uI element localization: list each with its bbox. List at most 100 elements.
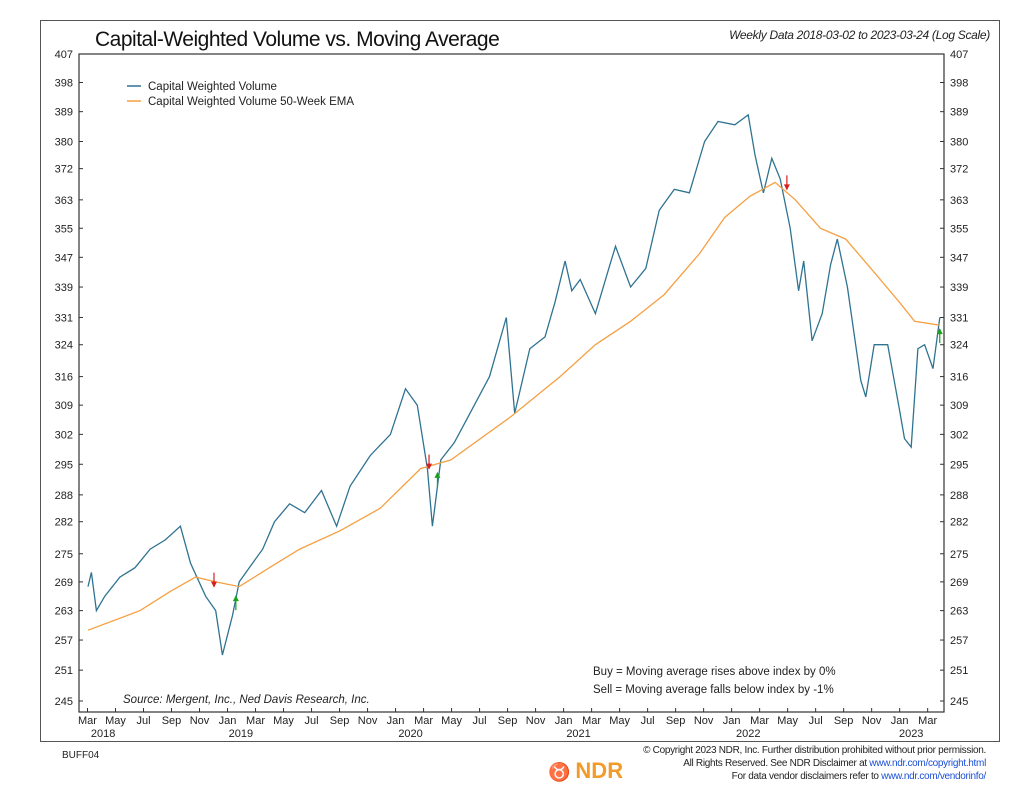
x-tick-label: May (609, 715, 630, 727)
buy-arrowhead-icon (434, 471, 441, 478)
y-tick-label-left: 257 (55, 635, 73, 647)
logo-text: NDR (575, 758, 624, 783)
x-tick-label: May (273, 715, 294, 727)
copyright-block: © Copyright 2023 NDR, Inc. Further distr… (643, 744, 986, 783)
y-tick-label-left: 331 (55, 312, 73, 324)
legend-label: Capital Weighted Volume (148, 81, 277, 93)
y-tick-label-left: 288 (55, 490, 73, 502)
y-tick-label-left: 263 (55, 606, 73, 618)
x-tick-label: Sep (498, 715, 518, 727)
y-tick-label-right: 302 (950, 429, 968, 441)
x-year-label: 2020 (398, 728, 422, 740)
x-year-label: 2022 (736, 728, 760, 740)
y-tick-label-right: 363 (950, 195, 968, 207)
y-tick-label-right: 245 (950, 696, 968, 708)
x-tick-label: Nov (526, 715, 546, 727)
x-tick-label: Mar (78, 715, 97, 727)
y-tick-label-left: 355 (55, 223, 73, 235)
y-tick-label-left: 295 (55, 459, 73, 471)
x-tick-label: Mar (582, 715, 601, 727)
bull-bear-logo-icon: ♉ (548, 762, 576, 782)
x-tick-label: Jul (641, 715, 655, 727)
source-note: Source: Mergent, Inc., Ned Davis Researc… (123, 694, 370, 706)
y-tick-label-left: 347 (55, 252, 73, 264)
y-tick-label-left: 282 (55, 517, 73, 529)
x-year-label: 2019 (229, 728, 253, 740)
y-tick-label-left: 398 (55, 78, 73, 90)
x-tick-label: May (441, 715, 462, 727)
x-year-label: 2018 (91, 728, 115, 740)
y-tick-label-left: 380 (55, 137, 73, 149)
x-tick-label: Mar (918, 715, 937, 727)
y-tick-label-left: 275 (55, 549, 73, 561)
y-tick-label-left: 372 (55, 164, 73, 176)
y-tick-label-right: 309 (950, 400, 968, 412)
y-tick-label-left: 309 (55, 400, 73, 412)
x-tick-label: May (105, 715, 126, 727)
copyright-line-3: For data vendor disclaimers refer to (731, 771, 882, 782)
chart-title: Capital-Weighted Volume vs. Moving Avera… (95, 28, 500, 51)
x-tick-label: Mar (750, 715, 769, 727)
legend-label: Capital Weighted Volume 50-Week EMA (148, 96, 354, 108)
y-tick-label-right: 331 (950, 312, 968, 324)
sell-arrowhead-icon (211, 581, 217, 588)
y-tick-label-right: 372 (950, 164, 968, 176)
buy-arrowhead-icon (232, 595, 239, 602)
buy-rule-note: Buy = Moving average rises above index b… (593, 666, 836, 678)
y-tick-label-right: 347 (950, 252, 968, 264)
y-tick-label-right: 295 (950, 459, 968, 471)
x-tick-label: May (777, 715, 798, 727)
x-tick-label: Nov (862, 715, 882, 727)
y-tick-label-right: 380 (950, 137, 968, 149)
y-tick-label-left: 302 (55, 429, 73, 441)
volume-line (87, 113, 941, 656)
y-tick-label-left: 407 (55, 49, 73, 61)
copyright-line-1: © Copyright 2023 NDR, Inc. Further distr… (643, 745, 986, 756)
x-tick-label: Sep (162, 715, 182, 727)
sell-rule-note: Sell = Moving average falls below index … (593, 684, 834, 696)
x-tick-label: Jul (136, 715, 150, 727)
copyright-link[interactable]: www.ndr.com/copyright.html (869, 758, 986, 769)
y-tick-label-right: 269 (950, 577, 968, 589)
y-tick-label-left: 389 (55, 107, 73, 119)
x-tick-label: Sep (834, 715, 854, 727)
y-tick-label-right: 257 (950, 635, 968, 647)
plot-area (78, 53, 945, 713)
chart-code: BUFF04 (62, 750, 100, 761)
vendorinfo-link[interactable]: www.ndr.com/vendorinfo/ (881, 771, 986, 782)
x-year-label: 2023 (899, 728, 923, 740)
x-tick-label: Jul (473, 715, 487, 727)
y-tick-label-left: 363 (55, 195, 73, 207)
x-tick-label: Jan (219, 715, 237, 727)
y-tick-label-right: 263 (950, 606, 968, 618)
x-tick-label: Sep (330, 715, 350, 727)
ema-line (87, 181, 940, 631)
y-tick-label-right: 355 (950, 223, 968, 235)
sell-arrowhead-icon (426, 463, 433, 470)
y-tick-label-right: 251 (950, 665, 968, 677)
y-tick-label-right: 282 (950, 517, 968, 529)
y-tick-label-right: 324 (950, 340, 968, 352)
x-tick-label: Nov (694, 715, 714, 727)
x-tick-label: Nov (358, 715, 378, 727)
buy-arrowhead-icon (936, 328, 943, 335)
y-tick-label-left: 339 (55, 282, 73, 294)
chart-subtitle: Weekly Data 2018-03-02 to 2023-03-24 (Lo… (729, 28, 990, 42)
x-year-label: 2021 (566, 728, 590, 740)
y-tick-label-right: 389 (950, 107, 968, 119)
x-tick-label: Mar (246, 715, 265, 727)
y-tick-label-right: 339 (950, 282, 968, 294)
sell-arrowhead-icon (783, 184, 790, 191)
y-tick-label-left: 245 (55, 696, 73, 708)
y-tick-label-left: 324 (55, 340, 73, 352)
x-tick-label: Jul (305, 715, 319, 727)
ndr-logo: ♉ NDR (548, 758, 623, 784)
y-tick-label-left: 316 (55, 372, 73, 384)
x-tick-label: Jul (809, 715, 823, 727)
x-tick-label: Jan (387, 715, 405, 727)
x-tick-label: Sep (666, 715, 686, 727)
x-tick-label: Nov (190, 715, 210, 727)
x-tick-label: Mar (414, 715, 433, 727)
